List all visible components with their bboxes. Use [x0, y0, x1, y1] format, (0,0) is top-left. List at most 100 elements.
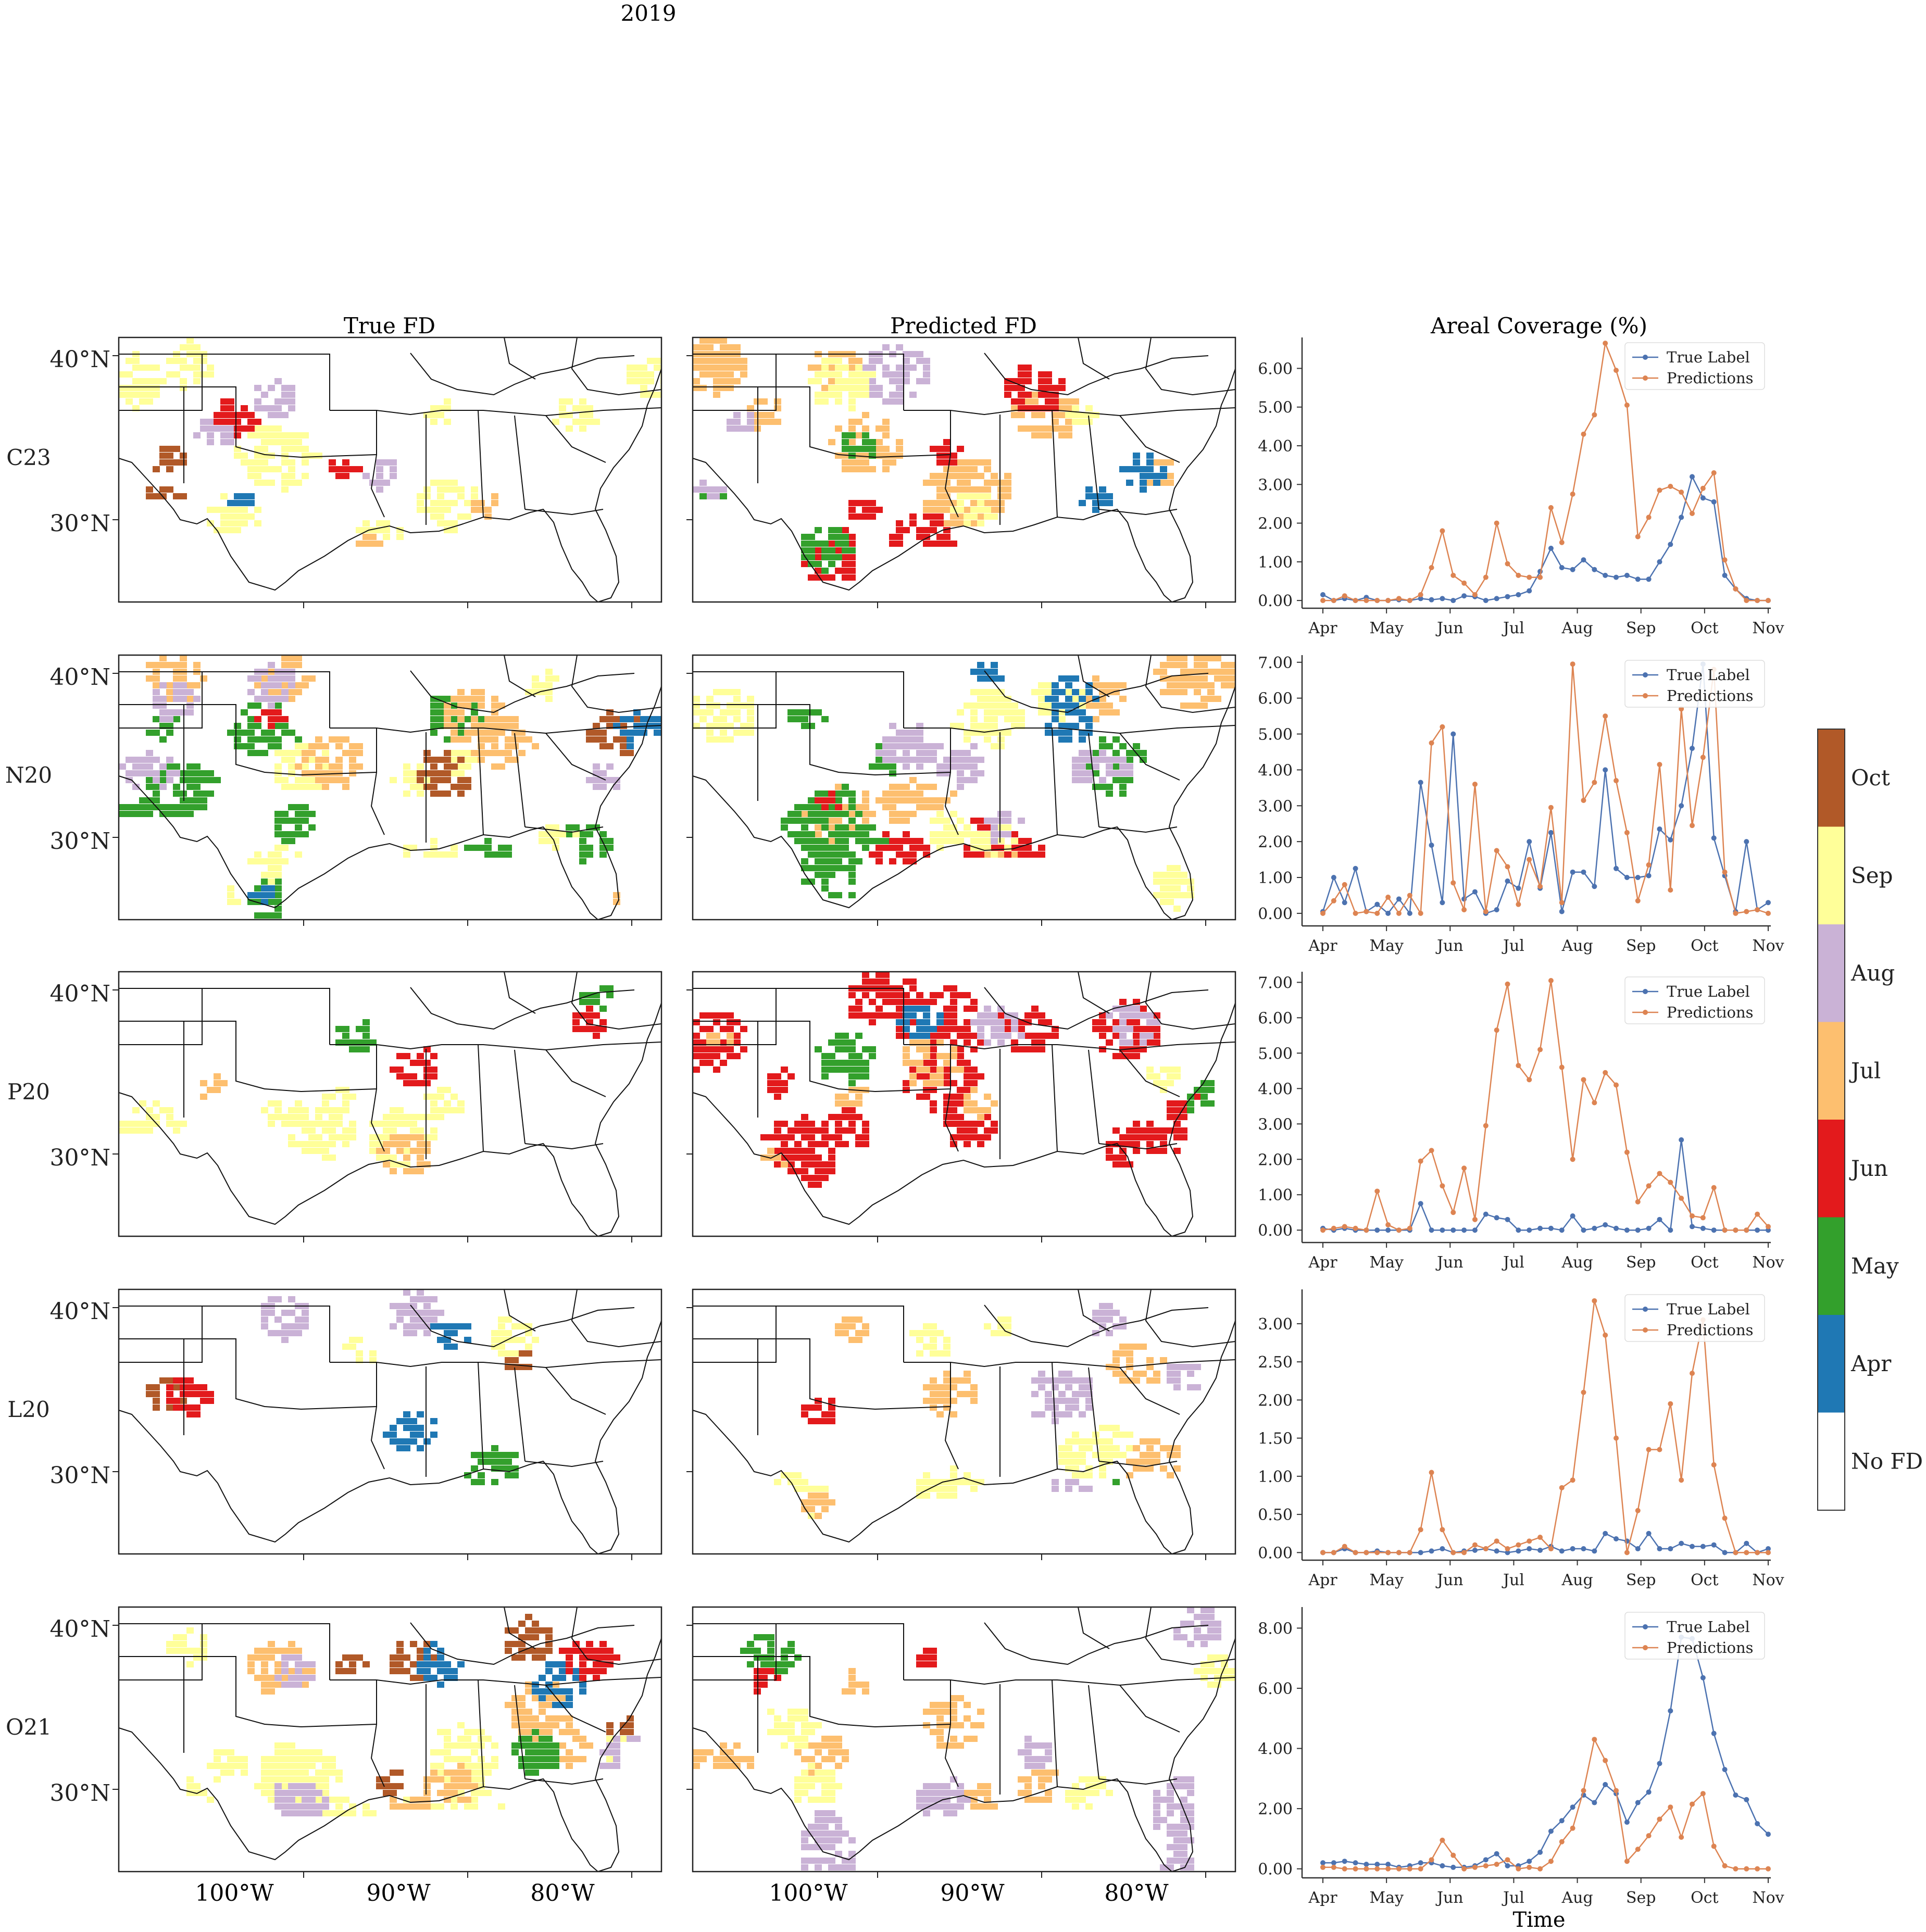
fd-pixel-jul: [1011, 851, 1018, 858]
fd-pixel-apr: [627, 730, 634, 736]
fd-pixel-jun: [1133, 1134, 1140, 1140]
fd-pixel-sep: [139, 385, 146, 391]
fd-pixel-aug: [1085, 770, 1093, 776]
fd-pixel-aug: [916, 730, 923, 736]
fd-pixel-sep: [842, 365, 849, 371]
fd-pixel-aug: [220, 425, 228, 432]
fd-pixel-jul: [349, 743, 356, 749]
map-background: [119, 972, 661, 1236]
fd-pixel-sep: [862, 371, 869, 378]
fd-pixel-jul: [186, 696, 194, 702]
fd-pixel-aug: [126, 757, 133, 763]
fd-pixel-sep: [153, 1114, 160, 1120]
x-tick-label: Jul: [1502, 937, 1524, 955]
fd-pixel-sep: [471, 757, 478, 763]
fd-pixel-may: [593, 999, 600, 1005]
fd-pixel-apr: [1052, 716, 1059, 722]
fd-pixel-aug: [1119, 757, 1127, 763]
fd-pixel-jun: [936, 513, 944, 520]
fd-pixel-jun: [876, 845, 883, 851]
fd-pixel-sep: [936, 845, 944, 851]
fd-pixel-sep: [821, 371, 829, 378]
fd-pixel-may: [808, 865, 815, 871]
fd-pixel-may: [842, 547, 849, 554]
fd-pixel-aug: [166, 709, 173, 716]
fd-pixel-may: [308, 824, 316, 831]
fd-pixel-jul: [882, 466, 890, 472]
fd-pixel-jul: [491, 716, 498, 722]
fd-pixel-may: [200, 804, 207, 810]
fd-pixel-sep: [640, 392, 647, 398]
fd-pixel-jul: [396, 1141, 404, 1147]
fd-pixel-jul: [322, 743, 329, 749]
fd-pixel-jul: [349, 763, 356, 770]
fd-pixel-jun: [970, 1006, 978, 1012]
fd-pixel-oct: [593, 723, 600, 729]
fd-pixel-oct: [586, 736, 593, 743]
fd-pixel-sep: [295, 750, 302, 756]
fd-pixel-sep: [132, 365, 140, 371]
x-tick-label: Nov: [1752, 619, 1784, 637]
fd-pixel-aug: [132, 770, 140, 776]
fd-pixel-sep: [315, 1121, 322, 1127]
fd-pixel-jun: [329, 459, 336, 466]
fd-pixel-aug: [383, 480, 390, 486]
fd-pixel-jul: [1106, 682, 1113, 688]
fd-pixel-may: [828, 892, 835, 898]
fd-pixel-sep: [430, 1127, 437, 1134]
fd-pixel-apr: [261, 885, 268, 892]
fd-pixel-jul: [1072, 398, 1079, 405]
fd-pixel-may: [193, 804, 201, 810]
column-title-true-fd: True FD: [344, 313, 435, 338]
fd-pixel-may: [808, 709, 815, 716]
fd-pixel-apr: [627, 743, 634, 749]
fd-pixel-aug: [916, 378, 923, 384]
fd-pixel-sep: [166, 358, 173, 364]
fd-pixel-sep: [437, 1094, 444, 1100]
fd-pixel-jul: [491, 493, 498, 499]
fd-pixel-sep: [835, 392, 842, 398]
fd-pixel-aug: [1004, 811, 1011, 817]
fd-pixel-sep: [403, 763, 410, 770]
fd-pixel-jul: [842, 459, 849, 466]
state-borders: [119, 971, 662, 1159]
fd-pixel-jul: [471, 689, 478, 695]
fd-pixel-jun: [599, 1019, 607, 1025]
fd-pixel-jun: [903, 851, 910, 858]
fd-pixel-may: [1092, 750, 1099, 756]
fd-pixel-aug: [159, 784, 167, 790]
fd-pixel-sep: [559, 405, 566, 411]
fd-pixel-may: [261, 730, 268, 736]
fd-pixel-may: [471, 702, 478, 709]
fd-pixel-sep: [747, 730, 754, 736]
fd-pixel-sep: [227, 892, 234, 898]
fd-pixel-jun: [984, 1114, 991, 1120]
fd-pixel-aug: [173, 682, 180, 688]
fd-pixel-aug: [896, 344, 903, 350]
fd-pixel-sep: [970, 723, 978, 729]
fd-pixel-jul: [417, 1134, 424, 1140]
fd-pixel-may: [268, 899, 275, 905]
fd-pixel-jun: [876, 507, 883, 513]
fd-pixel-apr: [1052, 689, 1059, 695]
fd-pixel-may: [808, 811, 815, 817]
fd-pixel-jul: [1031, 432, 1039, 438]
fd-pixel-sep: [437, 486, 444, 493]
fd-pixel-sep: [159, 1107, 167, 1113]
fd-pixel-aug: [733, 412, 741, 418]
fd-pixel-jun: [936, 541, 944, 547]
fd-pixel-sep: [173, 1127, 180, 1134]
fd-pixel-jul: [699, 344, 707, 350]
data-point-true-label: [1668, 542, 1673, 547]
fd-pixel-jul: [1004, 480, 1011, 486]
fd-pixel-apr: [1106, 500, 1113, 506]
data-point-predictions: [1461, 580, 1467, 586]
fd-pixel-may: [430, 702, 437, 709]
fd-pixel-sep: [1167, 865, 1174, 871]
fd-pixel-jul: [1031, 425, 1039, 432]
fd-pixel-sep: [261, 858, 268, 864]
fd-pixel-may: [1119, 791, 1127, 797]
fd-pixel-jul: [862, 811, 869, 817]
fd-pixel-oct: [620, 723, 627, 729]
x-tick-label: Aug: [1561, 619, 1593, 637]
